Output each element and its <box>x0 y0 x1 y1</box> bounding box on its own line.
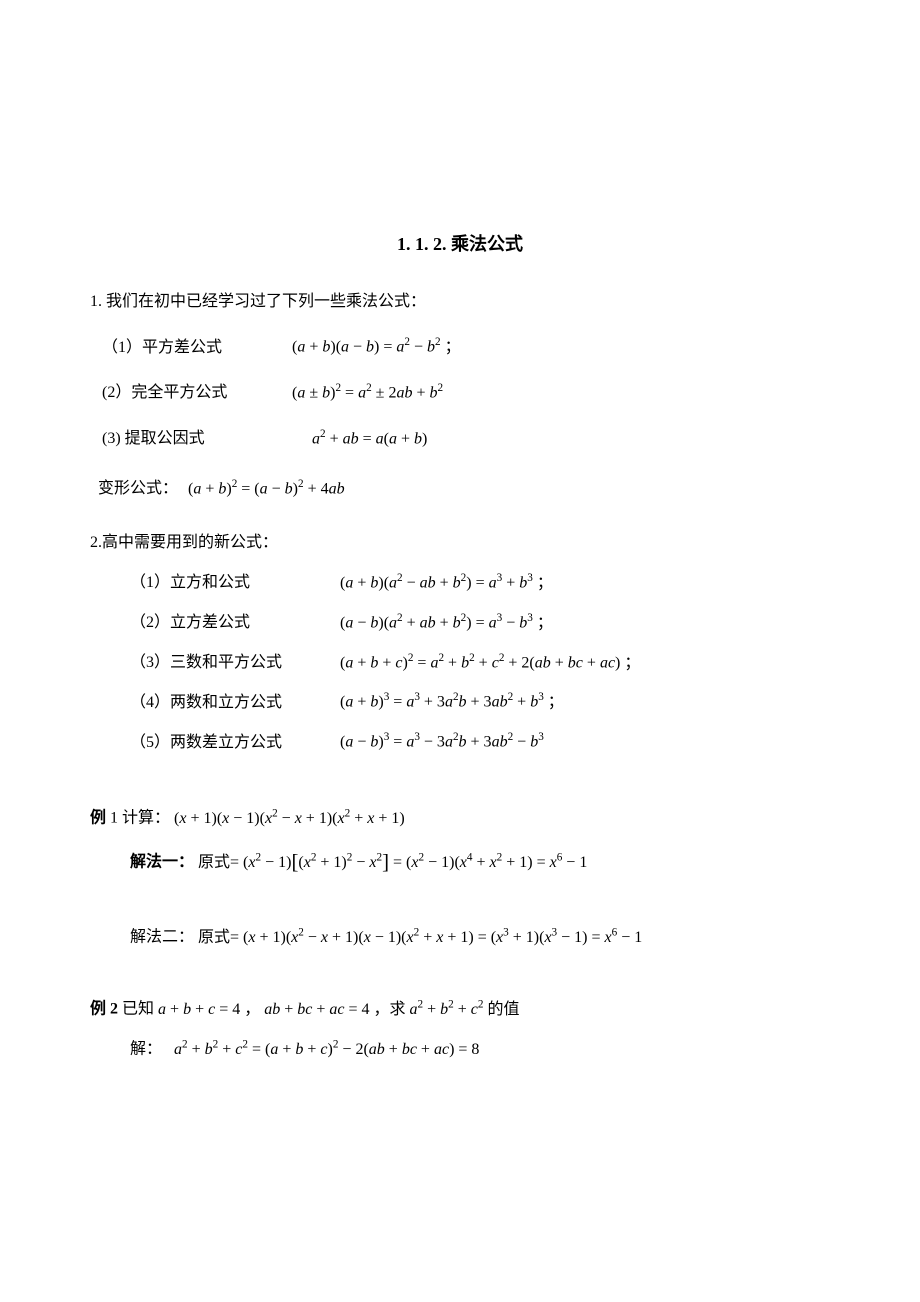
variant-row: 变形公式： (a + b)2 = (a − b)2 + 4ab <box>98 476 830 502</box>
formula-row-2: (2）完全平方公式 (a ± b)2 = a2 ± 2ab + b2 <box>102 380 830 406</box>
formula-label: (2）完全平方公式 <box>102 380 292 406</box>
example-label-bold: 例 <box>90 810 106 827</box>
formula-math: (a − b)(a2 + ab + b2) = a3 − b3 ； <box>340 610 553 636</box>
intro-2: 2.高中需要用到的新公式： <box>90 530 830 556</box>
example-label-rest: 1 计算： <box>106 810 170 827</box>
formula-label: （1）立方和公式 <box>130 570 340 596</box>
formula-row-1: （1）平方差公式 (a + b)(a − b) = a2 − b2 ； <box>102 334 830 360</box>
example-2-solution: 解： a2 + b2 + c2 = (a + b + c)2 − 2(ab + … <box>130 1036 830 1062</box>
formula-row-3: (3) 提取公因式 a2 + ab = a(a + b) <box>102 426 830 452</box>
example-2-head: 例 2 已知 a + b + c = 4 ， ab + bc + ac = 4 … <box>90 996 830 1022</box>
formula-math: (a + b + c)2 = a2 + b2 + c2 + 2(ab + bc … <box>340 650 640 676</box>
example-2: 例 2 已知 a + b + c = 4 ， ab + bc + ac = 4 … <box>90 996 830 1062</box>
example-1-solution-2: 解法二： 原式= (x + 1)(x2 − x + 1)(x − 1)(x2 +… <box>130 924 830 950</box>
example-label-bold: 例 2 <box>90 1001 118 1018</box>
example-label-rest: 已知 <box>118 1001 154 1018</box>
formula-row-s2-3: （3）三数和平方公式 (a + b + c)2 = a2 + b2 + c2 +… <box>130 650 830 676</box>
section-2-block: （1）立方和公式 (a + b)(a2 − ab + b2) = a3 + b3… <box>130 570 830 756</box>
formula-math: (a + b)3 = a3 + 3a2b + 3ab2 + b3 ； <box>340 689 564 715</box>
formula-label: (3) 提取公因式 <box>102 426 292 452</box>
formula-math: (a ± b)2 = a2 ± 2ab + b2 <box>292 380 443 406</box>
formula-label: （2）立方差公式 <box>130 610 340 636</box>
formula-row-s2-4: （4）两数和立方公式 (a + b)3 = a3 + 3a2b + 3ab2 +… <box>130 689 830 715</box>
formula-row-s2-5: （5）两数差立方公式 (a − b)3 = a3 − 3a2b + 3ab2 −… <box>130 729 830 755</box>
example-2-cond: a + b + c = 4 ， ab + bc + ac = 4 ，求 a2 +… <box>154 1001 519 1018</box>
formula-math: (a + b)(a − b) = a2 − b2 ； <box>292 334 461 360</box>
page-title: 1. 1. 2. 乘法公式 <box>90 230 830 259</box>
solution-math: a2 + b2 + c2 = (a + b + c)2 − 2(ab + bc … <box>174 1041 479 1058</box>
document-page: 1. 1. 2. 乘法公式 1. 我们在初中已经学习过了下列一些乘法公式： （1… <box>0 0 920 1302</box>
solution-math: 原式= (x + 1)(x2 − x + 1)(x − 1)(x2 + x + … <box>198 929 642 946</box>
formula-math: a2 + ab = a(a + b) <box>312 426 427 452</box>
formula-label: （3）三数和平方公式 <box>130 650 340 676</box>
solution-label: 解： <box>130 1041 162 1058</box>
formula-math: (a + b)(a2 − ab + b2) = a3 + b3 ； <box>340 570 553 596</box>
example-1: 例 1 计算： (x + 1)(x − 1)(x2 − x + 1)(x2 + … <box>90 805 830 950</box>
solution-label: 解法一： <box>130 854 194 871</box>
formula-row-s2-2: （2）立方差公式 (a − b)(a2 + ab + b2) = a3 − b3… <box>130 610 830 636</box>
variant-math: (a + b)2 = (a − b)2 + 4ab <box>188 476 345 502</box>
formula-label: （4）两数和立方公式 <box>130 690 340 716</box>
intro-1: 1. 我们在初中已经学习过了下列一些乘法公式： <box>90 289 830 315</box>
variant-label: 变形公式： <box>98 476 188 502</box>
solution-label: 解法二： <box>130 929 194 946</box>
formula-row-s2-1: （1）立方和公式 (a + b)(a2 − ab + b2) = a3 + b3… <box>130 570 830 596</box>
example-1-expr: (x + 1)(x − 1)(x2 − x + 1)(x2 + x + 1) <box>174 810 405 827</box>
formula-math: (a − b)3 = a3 − 3a2b + 3ab2 − b3 <box>340 729 544 755</box>
formula-label: （5）两数差立方公式 <box>130 730 340 756</box>
example-1-head: 例 1 计算： (x + 1)(x − 1)(x2 − x + 1)(x2 + … <box>90 805 830 831</box>
formula-label: （1）平方差公式 <box>102 335 292 361</box>
example-1-solution-1: 解法一： 原式= (x2 − 1)[(x2 + 1)2 − x2] = (x2 … <box>130 845 830 878</box>
solution-math: 原式= (x2 − 1)[(x2 + 1)2 − x2] = (x2 − 1)(… <box>198 854 587 871</box>
